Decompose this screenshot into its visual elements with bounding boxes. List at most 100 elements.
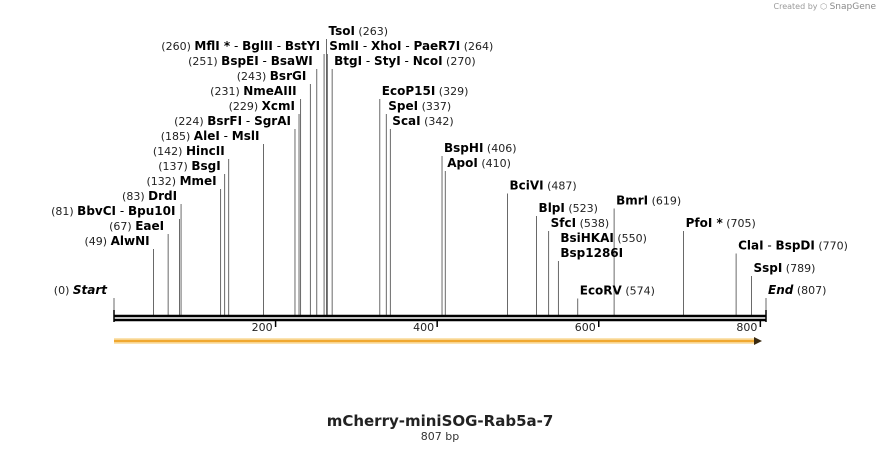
enzyme-name: Bsp1286I xyxy=(560,246,623,260)
site-label-bsgi: (137) BsgI xyxy=(158,159,220,173)
site-position: (251) xyxy=(188,55,221,68)
snapgene-logo-icon: ⬡ xyxy=(820,2,828,11)
site-label-mfli: (260) MflI * - BglII - BstYI xyxy=(161,39,320,53)
end-label: End (807) xyxy=(768,283,826,297)
enzyme-name: ApoI xyxy=(447,156,478,170)
start-name: Start xyxy=(73,283,108,297)
enzyme-name: BspDI xyxy=(776,239,815,253)
enzyme-name: BlpI xyxy=(539,201,565,215)
site-label-bspei: (251) BspEI - BsaWI xyxy=(188,54,313,68)
map-length: 807 bp xyxy=(420,430,460,443)
site-position: (260) xyxy=(161,40,194,53)
site-position: (487) xyxy=(544,180,577,193)
tick-label: 800 xyxy=(736,321,757,334)
enzyme-name: BsgI xyxy=(191,159,220,173)
site-label-bcivi: BciVI (487) xyxy=(509,179,576,193)
enzyme-name: AleI xyxy=(194,129,220,143)
site-position: (229) xyxy=(229,100,262,113)
enzyme-name: BsaWI xyxy=(271,54,313,68)
site-label-ecop15i: EcoP15I (329) xyxy=(382,84,469,98)
enzyme-name: BglII xyxy=(242,39,273,53)
site-label-ecorv: EcoRV (574) xyxy=(580,284,655,298)
site-label-bbvci: (81) BbvCI - Bpu10I xyxy=(51,204,175,218)
site-label-sfci: SfcI (538) xyxy=(551,216,610,230)
enzyme-separator: - xyxy=(259,54,271,68)
enzyme-name: EaeI xyxy=(135,219,164,233)
site-label-hincii: (142) HincII xyxy=(153,144,225,158)
tick-label: 400 xyxy=(413,321,434,334)
site-label-bsrgi: (243) BsrGI xyxy=(237,69,307,83)
enzyme-name: HincII xyxy=(186,144,225,158)
site-label-nmeaiii: (231) NmeAIII xyxy=(210,84,296,98)
site-position: (67) xyxy=(109,220,135,233)
site-label-sspi: SspI (789) xyxy=(753,261,815,275)
site-label-smli: SmlI - XhoI - PaeR7I (264) xyxy=(329,39,493,53)
site-label-spei: SpeI (337) xyxy=(388,99,451,113)
site-label-drdi: (83) DrdI xyxy=(122,189,177,203)
enzyme-separator: - xyxy=(116,204,128,218)
site-label-scai: ScaI (342) xyxy=(392,114,453,128)
enzyme-name: BmrI xyxy=(616,194,648,208)
site-position: (83) xyxy=(122,190,148,203)
site-position: (410) xyxy=(478,157,511,170)
enzyme-separator: - xyxy=(764,239,776,253)
site-labels: (0) Start End (807) (49) AlwNI(67) EaeI(81… xyxy=(51,24,848,298)
site-label-alwni: (49) AlwNI xyxy=(85,234,150,248)
enzyme-name: BciVI xyxy=(509,179,543,193)
map-title: mCherry-miniSOG-Rab5a-7 xyxy=(326,412,554,430)
site-position: (263) xyxy=(355,25,388,38)
site-position: (231) xyxy=(210,85,243,98)
feature-track xyxy=(114,337,762,345)
site-position: (224) xyxy=(174,115,207,128)
site-label-btgi: BtgI - StyI - NcoI (270) xyxy=(334,54,476,68)
site-label-mmei: (132) MmeI xyxy=(147,174,217,188)
site-label-bsihkai: Bsp1286I xyxy=(560,246,623,260)
enzyme-name: XhoI xyxy=(371,39,402,53)
enzyme-separator: - xyxy=(242,114,254,128)
site-label-bsrfi: (224) BsrFI - SgrAI xyxy=(174,114,291,128)
enzyme-separator: - xyxy=(230,39,242,53)
site-label-blpi: BlpI (523) xyxy=(539,201,598,215)
site-label-pfoi: PfoI * (705) xyxy=(686,216,756,230)
enzyme-name: StyI xyxy=(374,54,401,68)
site-position: (406) xyxy=(483,142,516,155)
site-position: (342) xyxy=(421,115,454,128)
enzyme-name: BsiHKAI xyxy=(560,231,614,245)
site-position: (329) xyxy=(435,85,468,98)
site-label-bsihkai: BsiHKAI (550) xyxy=(560,231,647,245)
site-label-bsphi: BspHI (406) xyxy=(444,141,516,155)
enzyme-separator: - xyxy=(359,39,371,53)
end-name: End xyxy=(768,283,794,297)
site-position: (523) xyxy=(565,202,598,215)
credit-prefix: Created by xyxy=(773,2,818,11)
enzyme-name: XcmI xyxy=(262,99,295,113)
site-position: (337) xyxy=(418,100,451,113)
enzyme-name: SgrAI xyxy=(254,114,291,128)
enzyme-name: DrdI xyxy=(148,189,177,203)
site-position: (550) xyxy=(614,232,647,245)
enzyme-name: BstYI xyxy=(285,39,320,53)
credit-brand: SnapGene xyxy=(829,2,876,12)
enzyme-name: SspI xyxy=(753,261,782,275)
site-position: (789) xyxy=(782,262,815,275)
enzyme-name: BsrFI xyxy=(207,114,242,128)
site-label-xcmi: (229) XcmI xyxy=(229,99,295,113)
enzyme-separator: - xyxy=(401,54,413,68)
enzyme-name: SmlI xyxy=(329,39,359,53)
site-label-tsoi: TsoI (263) xyxy=(328,24,388,38)
site-position: (574) xyxy=(622,285,655,298)
site-label-alei: (185) AleI - MslI xyxy=(161,129,260,143)
enzyme-name: SpeI xyxy=(388,99,418,113)
start-label: (0) Start xyxy=(54,283,108,297)
site-position: (538) xyxy=(576,217,609,230)
enzyme-name: BspHI xyxy=(444,141,483,155)
enzyme-name: PaeR7I xyxy=(413,39,460,53)
enzyme-name: Bpu10I xyxy=(128,204,175,218)
site-label-apoi: ApoI (410) xyxy=(447,156,511,170)
site-position: (270) xyxy=(443,55,476,68)
site-label-clai: ClaI - BspDI (770) xyxy=(738,239,848,253)
enzyme-name: TsoI xyxy=(328,24,354,38)
site-position: (243) xyxy=(237,70,270,83)
enzyme-name: AlwNI xyxy=(111,234,150,248)
feature-arrow-head xyxy=(754,337,762,345)
